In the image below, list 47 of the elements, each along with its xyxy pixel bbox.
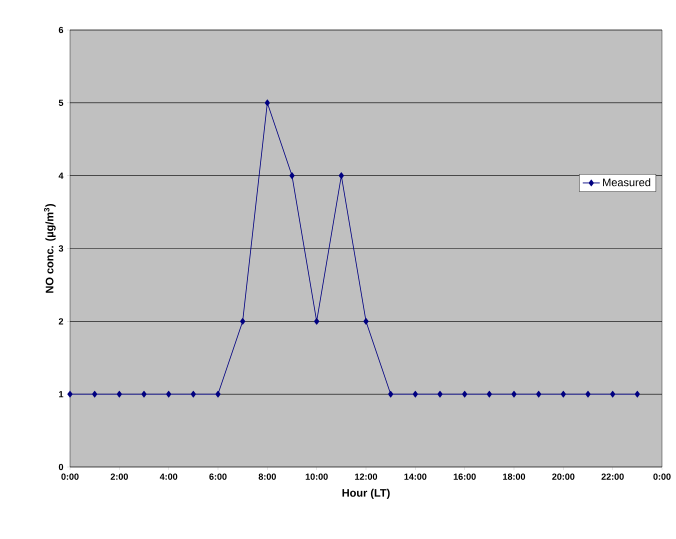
x-tick-label: 14:00 (404, 474, 426, 480)
point (536, 390, 542, 398)
point (289, 172, 295, 180)
point (240, 318, 246, 325)
legend-label: Measured (603, 178, 650, 186)
point (190, 390, 196, 398)
y-tick-label: 0 (58, 464, 64, 470)
point (116, 390, 122, 398)
x-tick-label: 0:00 (653, 474, 671, 480)
point (215, 390, 221, 398)
point (166, 390, 172, 398)
y-tick-label: 5 (58, 100, 64, 106)
point (338, 172, 344, 180)
x-tick-label: 2:00 (110, 474, 128, 480)
point (511, 390, 517, 398)
x-tick-label: 6:00 (209, 474, 227, 480)
point (92, 390, 98, 398)
y-tick-label: 6 (58, 26, 64, 34)
y-tick-label: 1 (59, 391, 64, 398)
y-tick-label: 4 (58, 172, 64, 179)
x-axis-title: Hour (LT) (342, 488, 390, 499)
point (67, 390, 73, 398)
x-tick-label: 16:00 (454, 474, 476, 480)
y-axis-title: NO conc. (µg/m$^{3}$) (44, 204, 56, 293)
x-tick-label: 4:00 (160, 474, 178, 480)
point (141, 390, 147, 398)
point (412, 390, 418, 398)
point (634, 390, 640, 398)
x-tick-label: 12:00 (355, 474, 378, 480)
point (610, 390, 616, 398)
y-tick-label: 2 (58, 318, 64, 324)
point (388, 390, 394, 398)
point (264, 99, 270, 106)
x-tick-label: 18:00 (503, 474, 526, 480)
point (560, 390, 566, 398)
x-tick-label: 20:00 (552, 474, 574, 480)
x-tick-label: 8:00 (258, 474, 276, 480)
point (486, 390, 492, 398)
point (462, 390, 468, 398)
x-tick-label: 10:00 (306, 474, 328, 480)
point (314, 318, 320, 325)
y-tick-label: 3 (58, 245, 64, 252)
x-tick-label: 0:00 (61, 474, 79, 480)
point (437, 390, 443, 398)
point (585, 390, 591, 398)
point (363, 318, 369, 325)
x-tick-label: 22:00 (602, 474, 624, 480)
